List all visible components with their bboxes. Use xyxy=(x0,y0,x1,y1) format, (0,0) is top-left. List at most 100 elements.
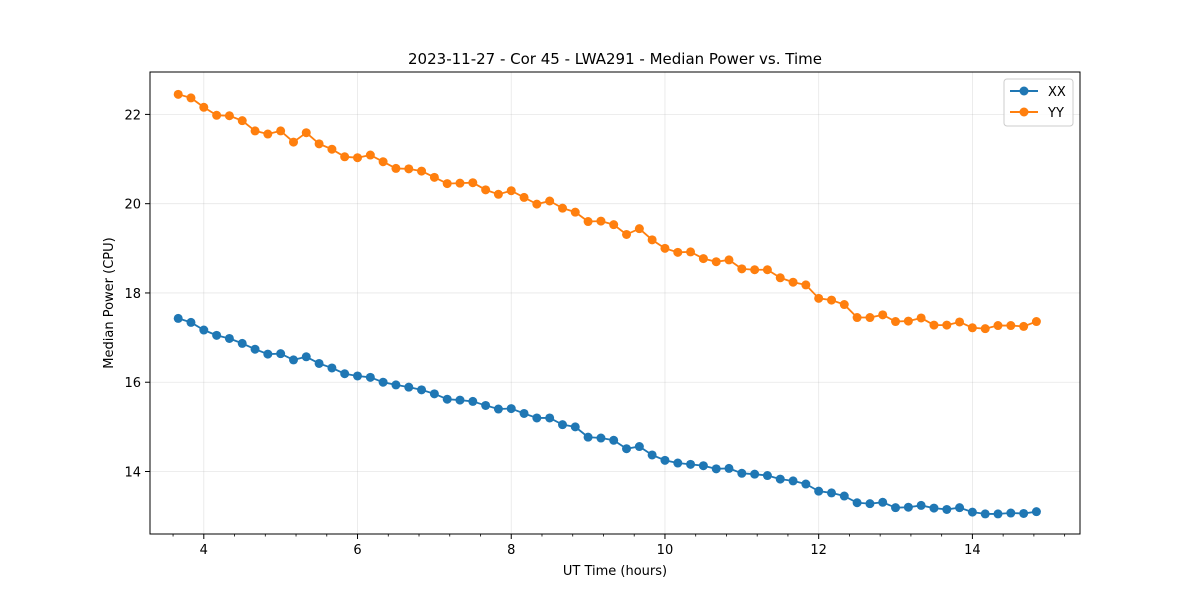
data-point-xx xyxy=(365,372,375,382)
data-point-xx xyxy=(583,432,593,442)
data-point-yy xyxy=(199,102,209,112)
data-point-xx xyxy=(558,420,568,430)
data-point-yy xyxy=(224,111,234,121)
data-point-yy xyxy=(775,273,785,283)
data-point-xx xyxy=(609,435,619,445)
data-point-yy xyxy=(263,129,273,139)
data-point-yy xyxy=(609,220,619,230)
data-point-xx xyxy=(711,464,721,474)
y-tick-label: 18 xyxy=(124,287,141,302)
data-point-xx xyxy=(224,333,234,343)
data-point-yy xyxy=(865,313,875,323)
grid-lines xyxy=(150,72,1080,534)
data-point-xx xyxy=(916,500,926,510)
x-tick-label: 12 xyxy=(810,543,827,558)
data-point-xx xyxy=(891,503,901,513)
x-tick-label: 8 xyxy=(507,543,515,558)
data-point-yy xyxy=(417,166,427,176)
data-point-yy xyxy=(1019,321,1029,331)
data-point-xx xyxy=(378,377,388,387)
data-point-yy xyxy=(596,216,606,226)
data-point-xx xyxy=(199,325,209,335)
data-point-xx xyxy=(827,488,837,498)
data-point-yy xyxy=(173,89,183,99)
data-point-yy xyxy=(429,172,439,182)
data-point-yy xyxy=(814,293,824,303)
data-point-xx xyxy=(340,369,350,379)
data-point-yy xyxy=(314,139,324,149)
y-tick-label: 20 xyxy=(124,198,141,213)
data-point-yy xyxy=(878,310,888,320)
y-axis-label: Median Power (CPU) xyxy=(102,237,117,368)
legend-label-yy: YY xyxy=(1047,106,1064,121)
data-point-yy xyxy=(276,126,286,136)
data-point-yy xyxy=(545,196,555,206)
data-point-yy xyxy=(391,163,401,173)
data-point-yy xyxy=(532,199,542,209)
data-point-xx xyxy=(698,461,708,471)
data-point-yy xyxy=(903,316,913,326)
legend-label-xx: XX xyxy=(1048,85,1066,100)
data-point-xx xyxy=(519,408,529,418)
data-point-yy xyxy=(365,150,375,160)
plot-area-frame xyxy=(149,71,1081,535)
data-point-xx xyxy=(353,371,363,381)
data-point-xx xyxy=(301,352,311,362)
x-tick-label: 10 xyxy=(657,543,674,558)
data-point-yy xyxy=(404,164,414,174)
data-point-yy xyxy=(852,313,862,323)
data-point-xx xyxy=(660,455,670,465)
data-point-yy xyxy=(583,217,593,227)
data-point-xx xyxy=(622,444,632,454)
data-point-xx xyxy=(263,349,273,359)
data-point-yy xyxy=(186,93,196,103)
data-point-xx xyxy=(865,499,875,509)
chart-title: 2023-11-27 - Cor 45 - LWA291 - Median Po… xyxy=(408,50,822,68)
data-point-xx xyxy=(750,469,760,479)
data-point-yy xyxy=(827,295,837,305)
x-tick-label: 6 xyxy=(353,543,361,558)
data-point-xx xyxy=(545,413,555,423)
data-point-yy xyxy=(455,178,465,188)
data-point-xx xyxy=(686,459,696,469)
data-point-xx xyxy=(429,389,439,399)
data-point-yy xyxy=(622,229,632,239)
data-point-yy xyxy=(788,277,798,287)
data-point-xx xyxy=(762,471,772,481)
data-point-xx xyxy=(314,358,324,368)
data-point-xx xyxy=(967,507,977,517)
data-point-xx xyxy=(903,502,913,512)
data-point-xx xyxy=(186,317,196,327)
data-point-yy xyxy=(711,257,721,267)
data-point-xx xyxy=(993,509,1003,519)
data-point-yy xyxy=(929,320,939,330)
data-point-xx xyxy=(737,468,747,478)
data-point-xx xyxy=(493,404,503,414)
data-point-xx xyxy=(570,422,580,432)
data-point-xx xyxy=(212,330,222,340)
data-point-yy xyxy=(698,254,708,264)
data-point-yy xyxy=(967,323,977,333)
data-point-xx xyxy=(404,382,414,392)
data-point-xx xyxy=(442,394,452,404)
y-tick-label: 16 xyxy=(124,376,141,391)
data-point-yy xyxy=(737,264,747,274)
data-point-xx xyxy=(839,491,849,501)
data-point-yy xyxy=(762,265,772,275)
x-tick-label: 4 xyxy=(200,543,208,558)
data-point-xx xyxy=(532,413,542,423)
data-point-yy xyxy=(724,255,734,265)
data-point-xx xyxy=(596,433,606,443)
data-point-xx xyxy=(814,486,824,496)
data-point-xx xyxy=(1006,508,1016,518)
data-point-xx xyxy=(506,404,516,414)
data-point-yy xyxy=(442,179,452,189)
data-point-yy xyxy=(353,153,363,163)
data-point-yy xyxy=(340,152,350,162)
data-point-xx xyxy=(276,349,286,359)
data-point-xx xyxy=(788,476,798,486)
data-point-yy xyxy=(980,324,990,334)
data-point-xx xyxy=(647,450,657,460)
